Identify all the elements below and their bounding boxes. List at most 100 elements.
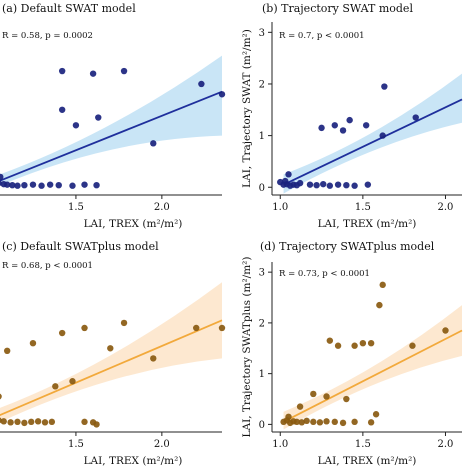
y-tick-label-d: 1 [259, 369, 265, 380]
data-point-c [28, 418, 35, 426]
data-point-d [351, 418, 358, 426]
x-tick-label-b: 1.0 [272, 202, 288, 213]
data-point-d [442, 327, 449, 334]
data-point-b [362, 122, 370, 129]
data-point-d [296, 403, 304, 410]
data-point-a [81, 181, 88, 188]
panel-b: 1.0 1.5 2.0 0 1 2 3 (b) Trajectory SWAT model R … [241, 2, 463, 230]
panel-title-c: (c) Default SWATplus model [2, 240, 159, 253]
data-point-a [58, 106, 66, 113]
data-point-c [93, 421, 100, 428]
data-point-c [58, 329, 66, 337]
data-point-c [7, 419, 14, 426]
data-point-b [326, 182, 334, 189]
data-point-b [351, 182, 358, 189]
x-tick-label-c: 1.5 [68, 439, 84, 450]
data-point-a [14, 182, 21, 189]
data-point-b [334, 181, 342, 188]
data-point-c [0, 393, 2, 400]
stat-annotation-b: R = 0.7, p < 0.0001 [279, 31, 365, 41]
data-point-b [296, 179, 304, 187]
x-tick-label-a: 1.5 [68, 202, 84, 213]
data-point-d [293, 418, 300, 426]
data-point-b [346, 116, 353, 124]
data-point-b [320, 180, 327, 188]
x-axis-label-b: LAI, TREX (m²/m²) [318, 218, 417, 230]
x-tick-label-b: 2.0 [438, 202, 454, 213]
data-point-d [323, 418, 330, 425]
data-point-c [34, 418, 42, 425]
data-point-d [351, 342, 358, 349]
y-tick-label-b: 1 [259, 131, 265, 142]
y-axis-label-d: LAI, Trajectory SWATplus (m²/m²) [241, 257, 253, 438]
data-point-c [3, 347, 11, 355]
data-point-b [306, 181, 314, 188]
panel-a: 1.5 2.0 (a) Default SWAT model R = 0.58, p … [0, 2, 226, 230]
data-point-b [318, 124, 325, 132]
y-tick-label-b: 2 [259, 79, 265, 90]
data-point-c [14, 418, 21, 426]
x-axis-label-c: LAI, TREX (m²/m²) [84, 455, 183, 467]
data-point-c [107, 345, 114, 352]
data-point-d [285, 413, 292, 420]
x-tick-label-a: 2.0 [154, 202, 170, 213]
y-tick-label-d: 0 [259, 420, 265, 431]
data-point-a [69, 182, 76, 189]
stat-annotation-c: R = 0.68, p < 0.0001 [2, 261, 93, 271]
regression-line-d [283, 329, 463, 423]
data-point-d [316, 419, 324, 426]
data-point-c [48, 418, 56, 426]
data-point-a [93, 181, 100, 189]
data-point-d [376, 301, 383, 309]
panel-c: 1.5 2.0 (c) Default SWATplus model R = 0.68… [0, 240, 226, 467]
data-point-a [55, 181, 62, 189]
panel-title-d: (d) Trajectory SWATplus model [260, 240, 435, 253]
data-point-b [313, 181, 320, 189]
data-point-c [69, 378, 76, 385]
data-point-b [331, 122, 338, 129]
data-point-b [364, 181, 372, 188]
stat-annotation-d: R = 0.73, p < 0.0001 [279, 269, 370, 279]
panel-title-b: (b) Trajectory SWAT model [262, 2, 413, 15]
data-point-b [379, 132, 386, 139]
confidence-band-b [283, 73, 462, 194]
data-point-b [339, 127, 347, 134]
panel-title-a: (a) Default SWAT model [2, 2, 136, 15]
y-tick-label-b: 0 [259, 183, 265, 194]
data-point-d [409, 342, 416, 349]
regression-line-c [0, 319, 223, 417]
data-point-c [52, 383, 59, 390]
data-point-d [367, 339, 375, 347]
data-point-c [21, 419, 28, 427]
confidence-band-a [0, 55, 222, 186]
data-point-a [46, 181, 54, 188]
data-point-c [41, 419, 49, 426]
x-tick-label-d: 1.5 [355, 439, 371, 450]
data-point-d [303, 417, 310, 425]
data-point-d [339, 419, 347, 427]
y-tick-label-d: 3 [259, 268, 265, 279]
data-point-b [412, 114, 419, 121]
x-axis-label-d: LAI, TREX (m²/m²) [318, 455, 417, 467]
data-point-a [89, 70, 97, 77]
data-point-a [120, 67, 128, 75]
data-point-c [218, 324, 226, 332]
x-axis-label-a: LAI, TREX (m²/m²) [84, 218, 183, 230]
data-point-a [95, 114, 102, 121]
data-point-a [150, 140, 157, 147]
data-point-d [367, 419, 375, 426]
data-point-a [21, 181, 28, 189]
data-point-a [3, 181, 11, 188]
data-point-b [343, 181, 350, 189]
data-point-d [379, 281, 386, 289]
data-point-b [282, 177, 289, 185]
data-point-a [218, 91, 226, 98]
regression-line-b [283, 98, 463, 186]
x-tick-label-c: 2.0 [154, 439, 170, 450]
data-point-c [29, 339, 37, 347]
stat-annotation-a: R = 0.58, p = 0.0002 [2, 31, 93, 41]
data-point-c [193, 324, 200, 332]
data-point-b [285, 171, 292, 178]
data-point-b [277, 178, 284, 186]
